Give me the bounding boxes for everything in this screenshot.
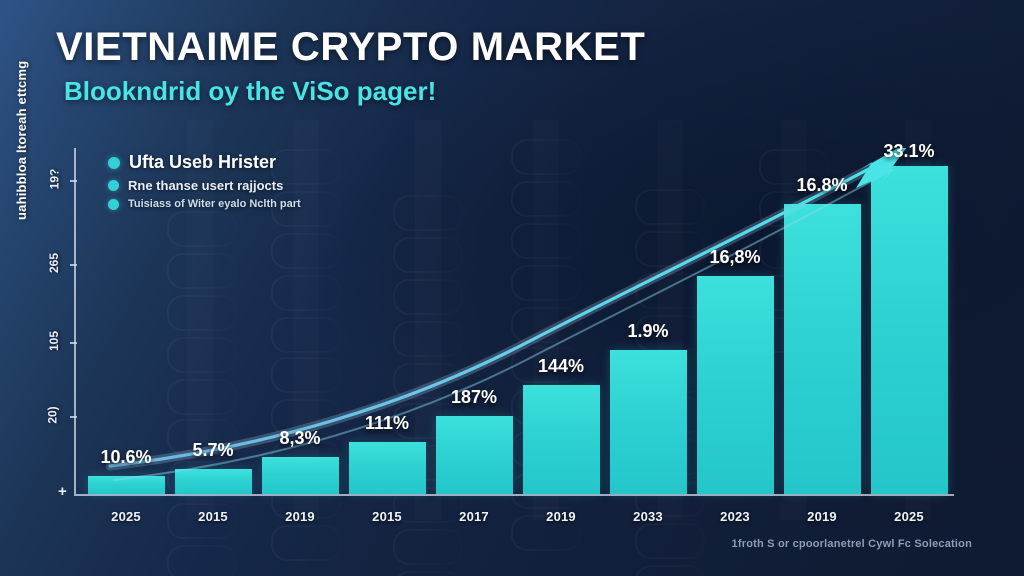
chart-legend: Ufta Useb Hrister Rne thanse usert rajjo…: [108, 152, 301, 215]
y-axis-tick: [70, 416, 77, 418]
bar-value-label: 16.8%: [796, 175, 848, 195]
x-tick-label: 2023: [720, 509, 750, 524]
title-block: VIETNAIME CRYPTO MARKET Blookndrid oy th…: [56, 24, 816, 106]
bar-column[interactable]: [88, 476, 165, 494]
x-tick-label: 2019: [807, 509, 837, 524]
y-tick-label: 105: [47, 330, 62, 352]
bar-value-label: 33.1%: [883, 141, 935, 161]
legend-item-label: Tuisiass of Witer eyalo Nclth part: [128, 198, 301, 210]
x-tick-label: 2025: [111, 509, 141, 524]
bar-value-label: 1.9%: [627, 321, 669, 341]
bar-value-label: 10.6%: [100, 447, 152, 467]
y-axis-plus-marker: +: [58, 483, 67, 500]
x-tick-label: 2015: [198, 509, 228, 524]
legend-dot-icon: [108, 180, 119, 191]
y-tick-label: 265: [47, 252, 62, 274]
x-tick-label: 2015: [372, 509, 402, 524]
x-tick-label: 2033: [633, 509, 663, 524]
legend-item: Rne thanse usert rajjocts: [108, 178, 301, 193]
page-subtitle: Blookndrid oy the ViSo pager!: [64, 76, 437, 106]
bar-labels-layer: 10.6% 5.7% 8,3% 111% 187% 144% 1.9% 16,8…: [74, 141, 954, 496]
page-title: VIETNAIME CRYPTO MARKET: [56, 25, 646, 69]
footer-note: 1froth S or cpoorlanetrel Cywl Fc Soleca…: [731, 538, 972, 550]
x-tick-label: 2019: [285, 509, 315, 524]
bar-value-label: 144%: [537, 356, 585, 376]
legend-item: Ufta Useb Hrister: [108, 152, 301, 173]
legend-dot-icon: [108, 156, 120, 169]
y-tick-label: 20): [45, 406, 60, 424]
legend-item: Tuisiass of Witer eyalo Nclth part: [108, 198, 301, 210]
bar-value-label: 187%: [450, 387, 498, 407]
bar-column[interactable]: [175, 469, 252, 494]
x-tick-label: 2019: [546, 509, 576, 524]
y-axis-tick: [70, 342, 77, 344]
plot-frame: [70, 148, 954, 496]
y-tick-label: 19?: [47, 168, 62, 190]
y-axis-title: uahibbloa ltoreah ettcmg: [14, 60, 29, 220]
y-axis-tick: [70, 264, 77, 266]
bar-value-label: 5.7%: [192, 440, 234, 460]
chart-plot-area: 10.6% 5.7% 8,3% 111% 187% 144% 1.9% 16,8…: [70, 141, 954, 496]
y-axis-tick: [70, 180, 77, 182]
x-tick-label: 2025: [894, 509, 924, 524]
legend-dot-icon: [108, 198, 119, 210]
bar-value-label: 111%: [364, 413, 410, 433]
bar-value-label: 16,8%: [709, 247, 761, 267]
legend-item-label: Rne thanse usert rajjocts: [128, 178, 284, 193]
x-tick-label: 2017: [459, 509, 489, 524]
bar-value-label: 8,3%: [279, 428, 321, 448]
legend-item-label: Ufta Useb Hrister: [129, 152, 277, 172]
